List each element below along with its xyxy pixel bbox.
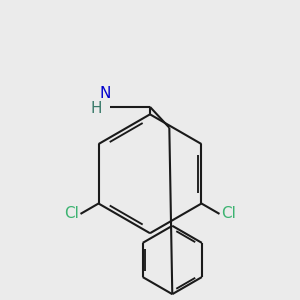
Text: H: H xyxy=(91,101,102,116)
Text: N: N xyxy=(99,86,110,101)
Text: Cl: Cl xyxy=(221,206,236,221)
Text: Cl: Cl xyxy=(64,206,79,221)
